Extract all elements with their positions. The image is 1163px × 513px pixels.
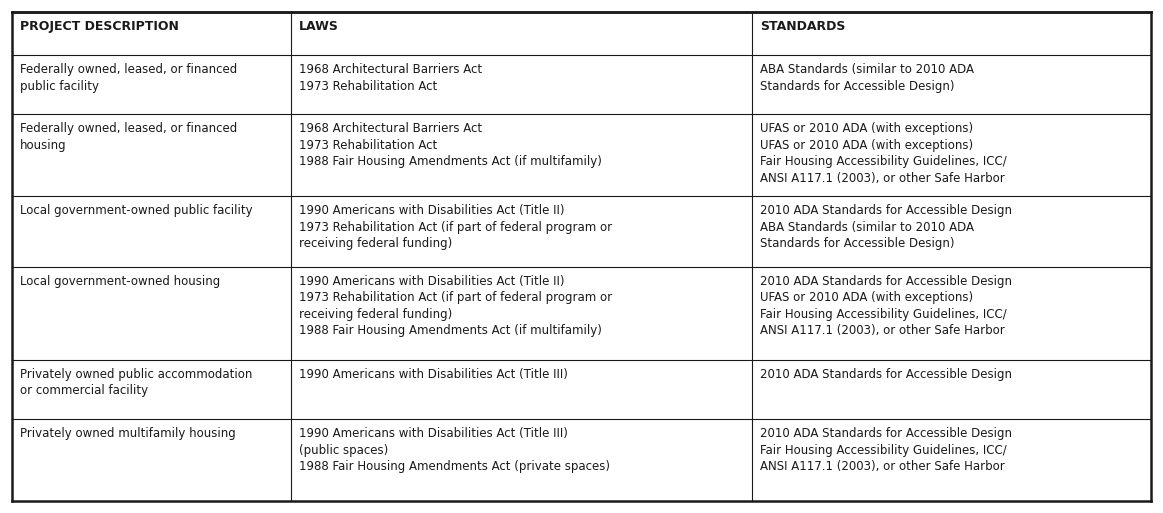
Text: Federally owned, leased, or financed
housing: Federally owned, leased, or financed hou… — [20, 122, 237, 152]
Bar — [291, 55, 752, 114]
Bar — [752, 12, 1151, 55]
Text: Privately owned public accommodation
or commercial facility: Privately owned public accommodation or … — [20, 368, 252, 398]
Text: 1990 Americans with Disabilities Act (Title II)
1973 Rehabilitation Act (if part: 1990 Americans with Disabilities Act (Ti… — [299, 275, 612, 337]
Bar — [291, 12, 752, 55]
Text: 1990 Americans with Disabilities Act (Title II)
1973 Rehabilitation Act (if part: 1990 Americans with Disabilities Act (Ti… — [299, 204, 612, 250]
Text: Local government-owned public facility: Local government-owned public facility — [20, 204, 252, 217]
Text: Local government-owned housing: Local government-owned housing — [20, 275, 220, 288]
Text: ABA Standards (similar to 2010 ADA
Standards for Accessible Design): ABA Standards (similar to 2010 ADA Stand… — [761, 63, 975, 93]
Bar — [752, 419, 1151, 501]
Bar — [752, 360, 1151, 419]
Bar — [12, 419, 291, 501]
Bar — [752, 196, 1151, 267]
Bar — [12, 360, 291, 419]
Text: 1990 Americans with Disabilities Act (Title III)
(public spaces)
1988 Fair Housi: 1990 Americans with Disabilities Act (Ti… — [299, 427, 611, 473]
Text: 2010 ADA Standards for Accessible Design
Fair Housing Accessibility Guidelines, : 2010 ADA Standards for Accessible Design… — [761, 427, 1012, 473]
Bar — [291, 419, 752, 501]
Bar — [752, 55, 1151, 114]
Text: UFAS or 2010 ADA (with exceptions)
UFAS or 2010 ADA (with exceptions)
Fair Housi: UFAS or 2010 ADA (with exceptions) UFAS … — [761, 122, 1007, 185]
Text: Federally owned, leased, or financed
public facility: Federally owned, leased, or financed pub… — [20, 63, 237, 93]
Bar — [12, 196, 291, 267]
Text: 2010 ADA Standards for Accessible Design: 2010 ADA Standards for Accessible Design — [761, 368, 1012, 381]
Bar — [12, 55, 291, 114]
Bar — [752, 267, 1151, 360]
Text: STANDARDS: STANDARDS — [761, 20, 846, 33]
Text: 1968 Architectural Barriers Act
1973 Rehabilitation Act: 1968 Architectural Barriers Act 1973 Reh… — [299, 63, 483, 93]
Text: 1968 Architectural Barriers Act
1973 Rehabilitation Act
1988 Fair Housing Amendm: 1968 Architectural Barriers Act 1973 Reh… — [299, 122, 602, 168]
Text: LAWS: LAWS — [299, 20, 338, 33]
Bar — [12, 267, 291, 360]
Text: 2010 ADA Standards for Accessible Design
UFAS or 2010 ADA (with exceptions)
Fair: 2010 ADA Standards for Accessible Design… — [761, 275, 1012, 337]
Bar — [291, 267, 752, 360]
Bar — [12, 12, 291, 55]
Bar — [291, 196, 752, 267]
Bar — [752, 114, 1151, 196]
Bar — [291, 114, 752, 196]
Bar — [291, 360, 752, 419]
Text: Privately owned multifamily housing: Privately owned multifamily housing — [20, 427, 236, 440]
Text: PROJECT DESCRIPTION: PROJECT DESCRIPTION — [20, 20, 179, 33]
Text: 2010 ADA Standards for Accessible Design
ABA Standards (similar to 2010 ADA
Stan: 2010 ADA Standards for Accessible Design… — [761, 204, 1012, 250]
Text: 1990 Americans with Disabilities Act (Title III): 1990 Americans with Disabilities Act (Ti… — [299, 368, 568, 381]
Bar — [12, 114, 291, 196]
